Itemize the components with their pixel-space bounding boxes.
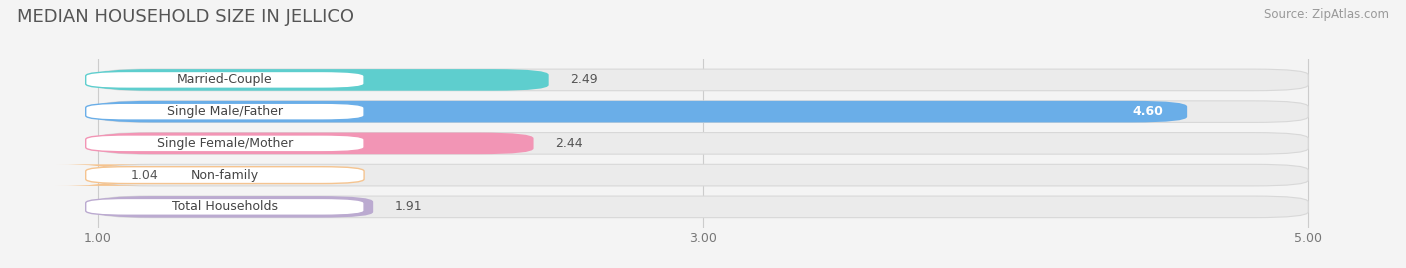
Text: MEDIAN HOUSEHOLD SIZE IN JELLICO: MEDIAN HOUSEHOLD SIZE IN JELLICO bbox=[17, 8, 354, 26]
Text: 2.44: 2.44 bbox=[555, 137, 582, 150]
Text: Total Households: Total Households bbox=[172, 200, 278, 213]
FancyBboxPatch shape bbox=[98, 196, 1308, 218]
FancyBboxPatch shape bbox=[86, 198, 364, 215]
FancyBboxPatch shape bbox=[98, 101, 1187, 122]
FancyBboxPatch shape bbox=[55, 164, 152, 186]
Text: 1.04: 1.04 bbox=[131, 169, 159, 182]
Text: Non-family: Non-family bbox=[191, 169, 259, 182]
FancyBboxPatch shape bbox=[86, 103, 364, 120]
FancyBboxPatch shape bbox=[98, 69, 1308, 91]
FancyBboxPatch shape bbox=[98, 101, 1308, 122]
FancyBboxPatch shape bbox=[98, 133, 533, 154]
FancyBboxPatch shape bbox=[98, 164, 1308, 186]
FancyBboxPatch shape bbox=[86, 135, 364, 152]
FancyBboxPatch shape bbox=[98, 133, 1308, 154]
FancyBboxPatch shape bbox=[86, 167, 364, 184]
Text: 4.60: 4.60 bbox=[1132, 105, 1163, 118]
FancyBboxPatch shape bbox=[98, 196, 373, 218]
Text: Source: ZipAtlas.com: Source: ZipAtlas.com bbox=[1264, 8, 1389, 21]
FancyBboxPatch shape bbox=[86, 72, 364, 88]
Text: 2.49: 2.49 bbox=[569, 73, 598, 86]
FancyBboxPatch shape bbox=[98, 69, 548, 91]
Text: 1.91: 1.91 bbox=[394, 200, 422, 213]
Text: Married-Couple: Married-Couple bbox=[177, 73, 273, 86]
Text: Single Female/Mother: Single Female/Mother bbox=[157, 137, 292, 150]
Text: Single Male/Father: Single Male/Father bbox=[167, 105, 283, 118]
